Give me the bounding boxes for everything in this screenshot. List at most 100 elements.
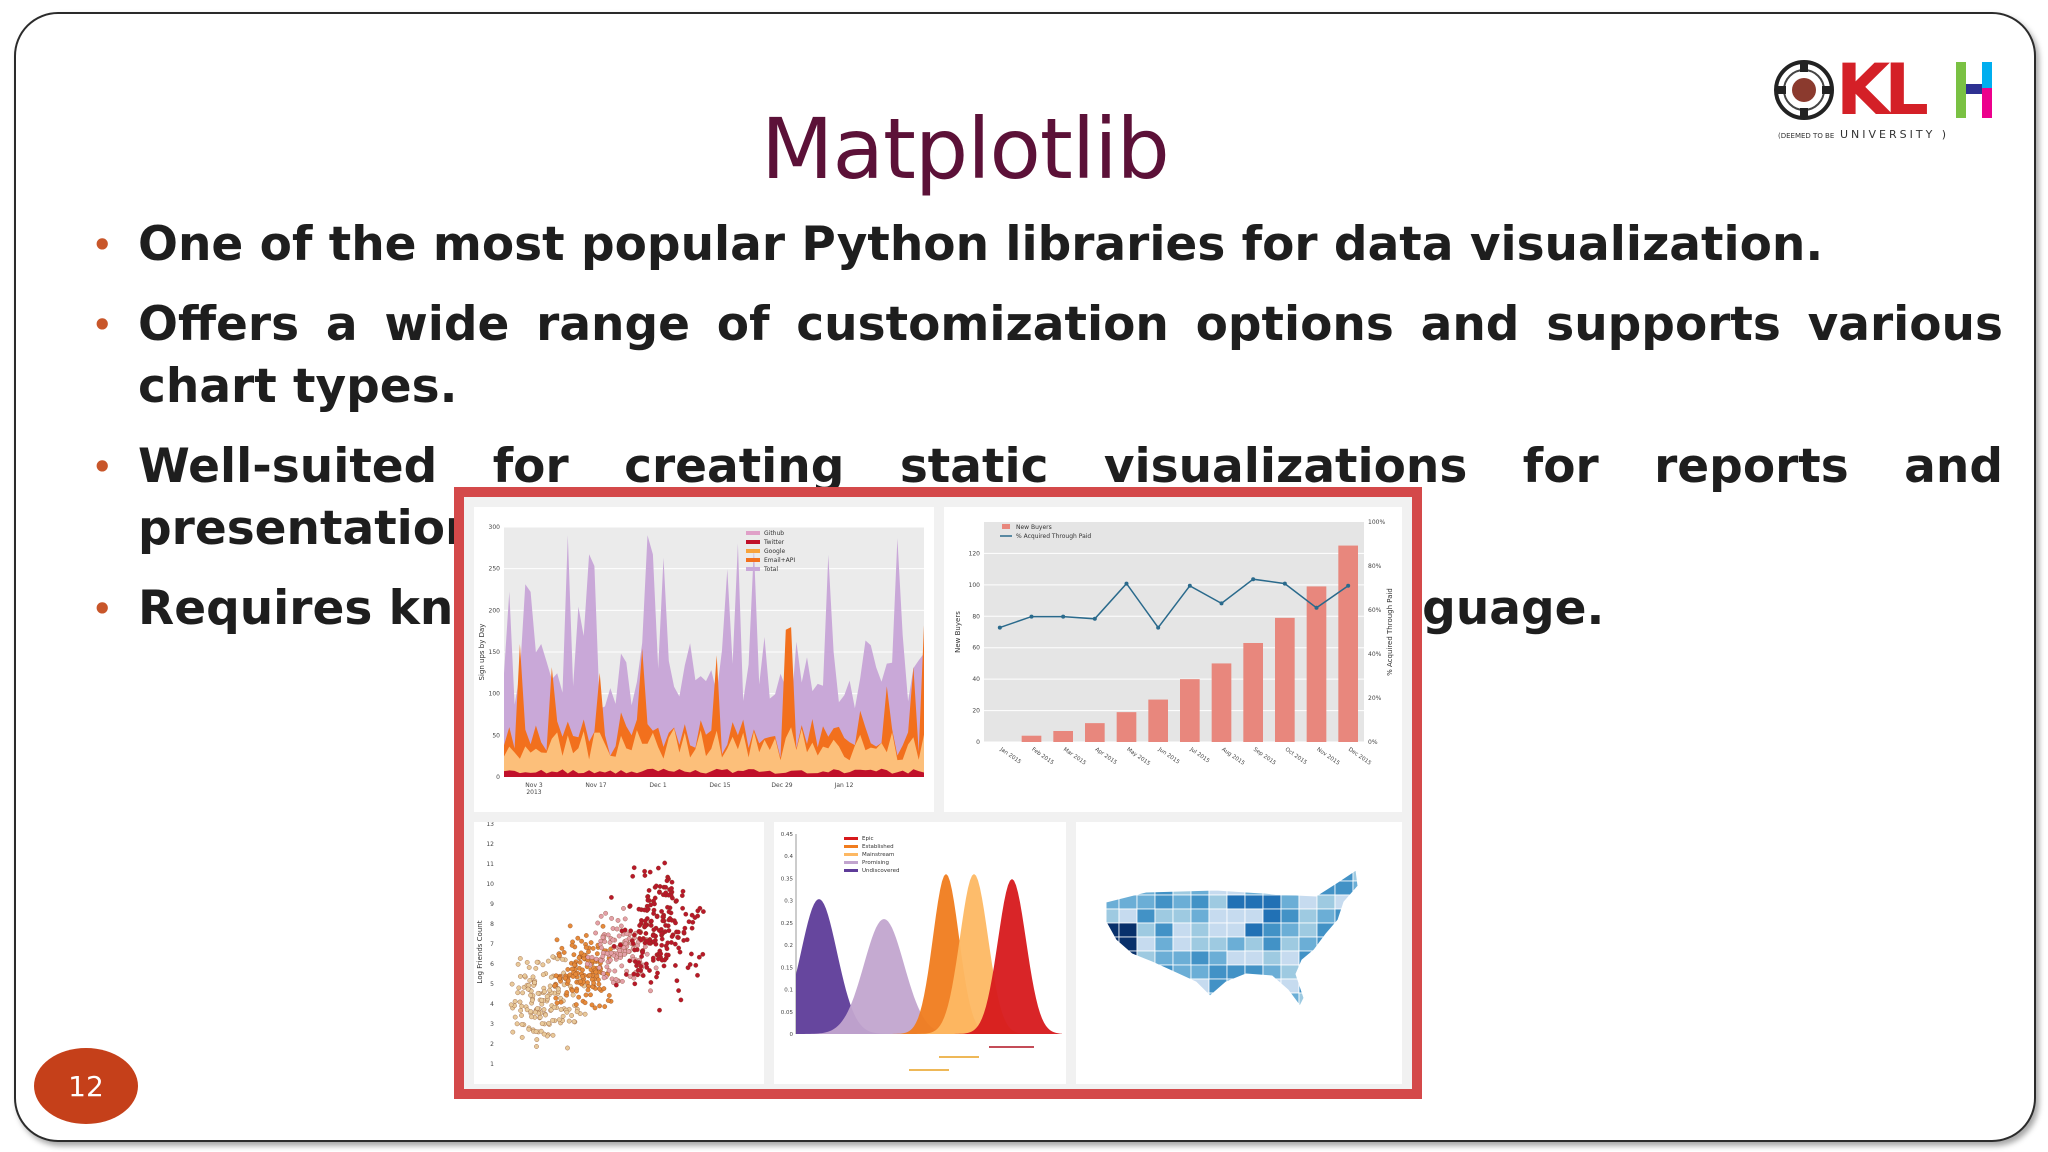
scatter-point xyxy=(644,938,650,944)
state-region xyxy=(1119,1007,1137,1021)
state-region xyxy=(1280,908,1300,924)
scatter-point xyxy=(621,906,626,911)
state-region xyxy=(1208,870,1228,882)
state-region xyxy=(1172,894,1192,910)
scatter-point xyxy=(631,971,637,977)
scatter-point xyxy=(534,1037,540,1042)
scatter-point xyxy=(637,923,642,928)
state-region xyxy=(1352,880,1358,896)
svg-text:(DEEMED TO BE: (DEEMED TO BE xyxy=(1778,132,1834,140)
scatter-point xyxy=(631,975,637,981)
scatter-point xyxy=(517,999,523,1005)
state-region xyxy=(1298,870,1318,882)
state-region xyxy=(1172,964,1192,980)
scatter-point xyxy=(614,926,620,932)
state-region xyxy=(1334,992,1354,1006)
state-region xyxy=(1280,894,1300,910)
scatter-point xyxy=(576,994,582,1000)
scatter-point xyxy=(519,1035,525,1040)
scatter-point xyxy=(535,1006,540,1011)
state-region xyxy=(1280,964,1300,980)
x-tick-label: May 2015 xyxy=(1125,747,1151,768)
scatter-point xyxy=(583,945,589,950)
y-tick-label: 1 xyxy=(490,1061,494,1068)
scatter-point xyxy=(645,906,651,912)
svg-text:UNIVERSITY ): UNIVERSITY ) xyxy=(1840,128,1949,141)
y-axis-label-left: New Buyers xyxy=(954,611,962,653)
legend-label: Mainstream xyxy=(862,852,894,858)
scatter-point xyxy=(585,987,591,993)
y-tick-label: 0.4 xyxy=(784,854,793,860)
scatter-point xyxy=(516,985,522,991)
scatter-point xyxy=(666,928,672,933)
scatter-point xyxy=(610,937,616,943)
line-point xyxy=(1061,614,1066,619)
y-tick-label: 5 xyxy=(490,981,494,988)
scatter-point xyxy=(522,973,528,979)
state-region xyxy=(1136,950,1156,966)
scatter-point xyxy=(541,1031,547,1037)
y-tick-label-right: 40% xyxy=(1368,651,1382,658)
plot-area xyxy=(984,522,1364,742)
state-region xyxy=(1190,992,1210,1006)
scatter-point xyxy=(680,888,686,894)
state-region xyxy=(1190,936,1210,952)
state-region xyxy=(1352,936,1358,952)
page-number-badge: 12 xyxy=(34,1048,138,1124)
state-region xyxy=(1352,978,1358,994)
state-region xyxy=(1137,1007,1155,1021)
scatter-point xyxy=(630,941,636,946)
area-chart-panel: 0 50 100 150 200 250 300 Sign ups by Day Nov 3 20… xyxy=(474,507,934,812)
scatter-point xyxy=(579,938,584,944)
scatter-point xyxy=(681,938,687,943)
legend-label: Email+API xyxy=(764,557,795,564)
state-region xyxy=(1316,992,1336,1006)
state-region xyxy=(1208,880,1228,896)
state-region xyxy=(1352,870,1358,882)
legend-swatch xyxy=(844,837,858,840)
scatter-point xyxy=(621,945,627,950)
scatter-point xyxy=(552,983,558,989)
scatter-point xyxy=(669,940,674,945)
bar-line-chart: 0 20 40 60 80 100 120 0% 20% 40% 60% 80% 100% New Buy… xyxy=(954,519,1394,768)
line-point xyxy=(997,625,1002,630)
legend-label: % Acquired Through Paid xyxy=(1016,533,1091,540)
state-region xyxy=(1262,894,1282,910)
scatter-point xyxy=(519,1003,525,1009)
scatter-point xyxy=(609,895,614,900)
scatter-point xyxy=(593,930,598,936)
legend-swatch xyxy=(844,845,858,848)
state-region xyxy=(1191,1007,1209,1021)
scatter-point xyxy=(655,970,660,976)
scatter-point xyxy=(606,968,612,973)
state-region xyxy=(1226,908,1246,924)
y-tick-label: 0.45 xyxy=(781,832,794,838)
scatter-point xyxy=(666,909,672,915)
state-region xyxy=(1263,1007,1281,1021)
scatter-point xyxy=(589,954,595,960)
state-region xyxy=(1106,978,1120,994)
state-region xyxy=(1136,880,1156,896)
scatter-point xyxy=(570,992,576,998)
state-region xyxy=(1226,880,1246,896)
scatter-point xyxy=(530,974,536,980)
state-region xyxy=(1154,908,1174,924)
scatter-point xyxy=(606,993,612,998)
scatter-point xyxy=(689,925,695,931)
state-region xyxy=(1227,1007,1245,1021)
scatter-point xyxy=(666,892,672,898)
y-tick-label: 2 xyxy=(490,1041,494,1048)
state-region xyxy=(1208,908,1228,924)
y-tick-label-right: 60% xyxy=(1368,607,1382,614)
x-tick-label: Jul 2015 xyxy=(1188,746,1211,765)
scatter-point xyxy=(527,978,533,983)
us-outline xyxy=(1105,869,1359,1007)
y-tick-label-left: 80 xyxy=(972,613,980,620)
scatter-point xyxy=(564,990,570,995)
scatter-point xyxy=(585,954,591,960)
scatter-point xyxy=(554,937,560,943)
scatter-point xyxy=(663,884,669,890)
state-region xyxy=(1244,870,1264,882)
state-region xyxy=(1298,880,1318,896)
scatter-point xyxy=(539,1021,545,1026)
